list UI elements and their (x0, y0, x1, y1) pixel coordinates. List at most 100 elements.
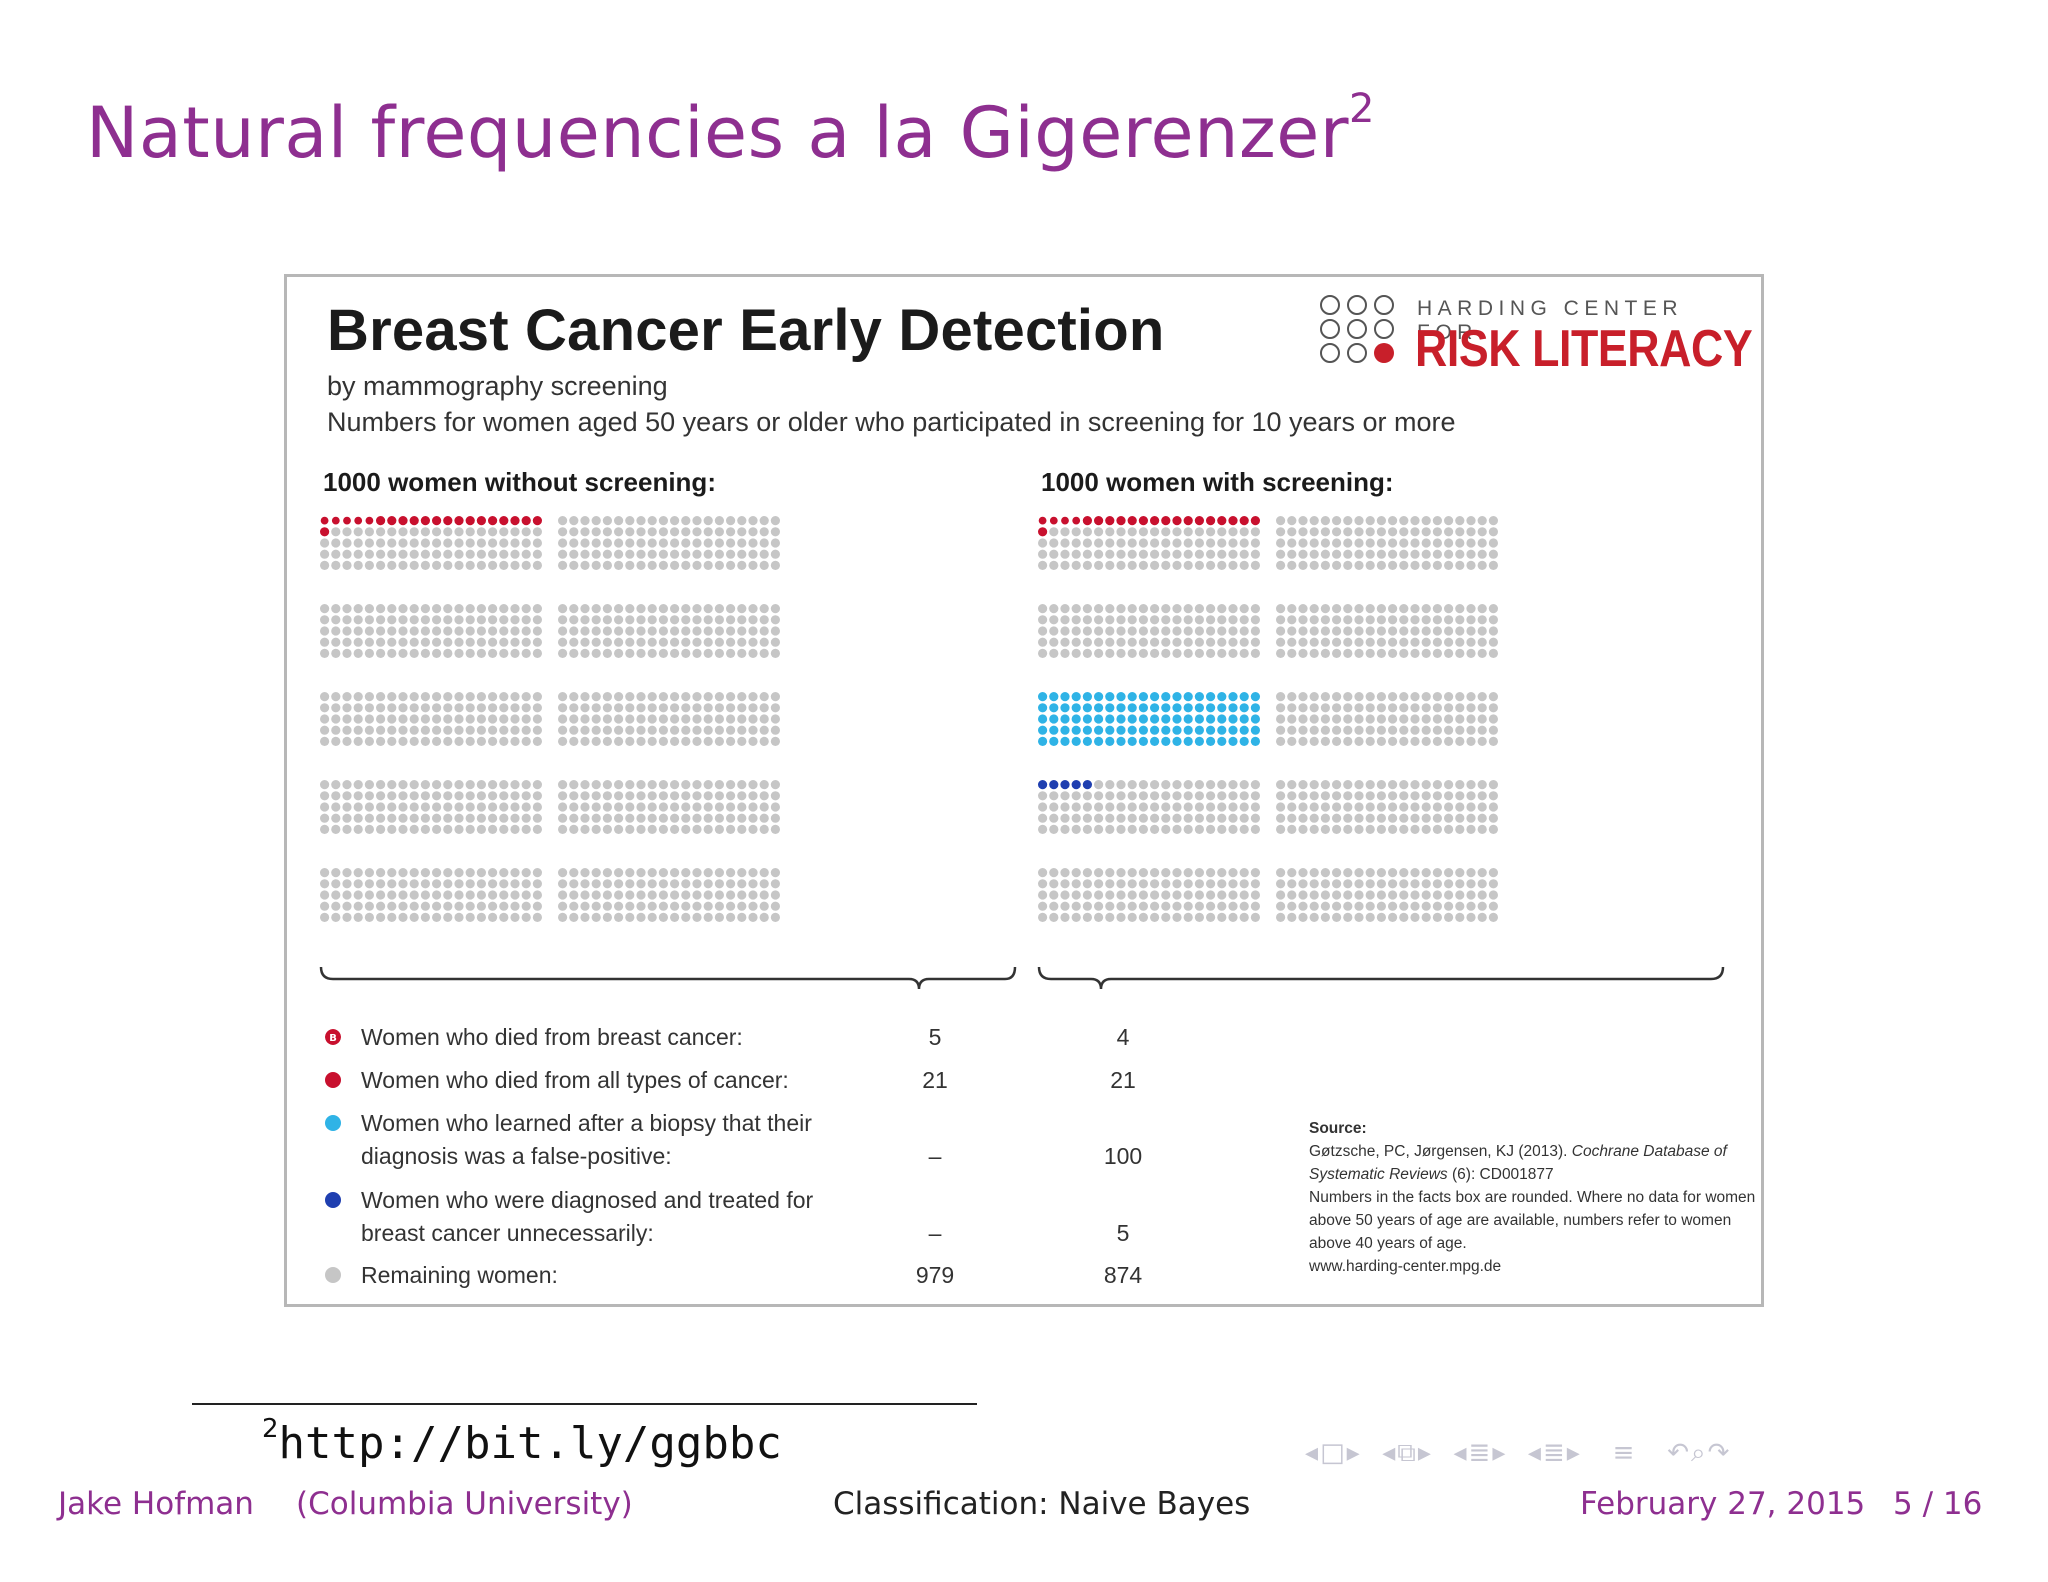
woman-dot-remaining (1432, 648, 1442, 658)
woman-dot-remaining (331, 637, 341, 647)
woman-dot-false-positive (1217, 703, 1227, 713)
woman-dot-cancer-death (476, 516, 486, 526)
woman-dot-remaining (476, 879, 486, 889)
woman-dot-remaining (1127, 538, 1137, 548)
woman-dot-remaining (1388, 736, 1398, 746)
woman-dot-remaining (737, 868, 747, 878)
legend-text: Women who were diagnosed and treated for… (361, 1187, 814, 1246)
woman-dot-remaining (647, 692, 657, 702)
woman-dot-remaining (1071, 527, 1081, 537)
woman-dot-remaining (510, 626, 520, 636)
woman-dot-remaining (714, 780, 724, 790)
brace-without (319, 967, 1017, 990)
woman-dot-false-positive (1060, 725, 1070, 735)
woman-dot-remaining (1206, 802, 1216, 812)
nav-prev-part-icon[interactable]: ◂ (1527, 1438, 1543, 1468)
nav-search-icon[interactable]: ⌕ (1691, 1438, 1708, 1468)
woman-dot-remaining (1466, 780, 1476, 790)
woman-dot-remaining (647, 736, 657, 746)
woman-dot-remaining (476, 527, 486, 537)
woman-dot-remaining (398, 626, 408, 636)
woman-dot-remaining (647, 538, 657, 548)
woman-dot-remaining (759, 549, 769, 559)
woman-dot-remaining (748, 560, 758, 570)
woman-dot-remaining (454, 714, 464, 724)
woman-dot-remaining (681, 791, 691, 801)
woman-dot-remaining (1477, 868, 1487, 878)
woman-dot-remaining (1172, 560, 1182, 570)
woman-dot-remaining (1127, 901, 1137, 911)
woman-dot-remaining (342, 549, 352, 559)
woman-dot-remaining (1183, 824, 1193, 834)
nav-toc-icon[interactable]: ≡ (1612, 1438, 1637, 1468)
woman-dot-remaining (1228, 648, 1238, 658)
woman-dot-remaining (1082, 791, 1092, 801)
woman-dot-cancer-death (499, 516, 509, 526)
woman-dot-remaining (692, 615, 702, 625)
woman-dot-cancer-death (376, 516, 386, 526)
woman-dot-remaining (521, 912, 531, 922)
nav-next-frame-icon[interactable]: ▸ (1346, 1438, 1362, 1468)
woman-dot-remaining (488, 637, 498, 647)
woman-dot-remaining (1217, 791, 1227, 801)
woman-dot-breast-death (1059, 515, 1071, 526)
woman-dot-remaining (759, 824, 769, 834)
woman-dot-remaining (342, 692, 352, 702)
woman-dot-remaining (602, 560, 612, 570)
woman-dot-remaining (737, 714, 747, 724)
source-url[interactable]: www.harding-center.mpg.de (1309, 1258, 1502, 1275)
woman-dot-false-positive (1172, 714, 1182, 724)
nav-next-section-icon[interactable]: ▸ (1492, 1438, 1508, 1468)
nav-frame-icon[interactable]: □ (1320, 1438, 1347, 1468)
woman-dot-remaining (320, 824, 330, 834)
woman-dot-remaining (770, 725, 780, 735)
woman-dot-remaining (1332, 714, 1342, 724)
nav-subsection-icon[interactable]: ⧉ (1397, 1438, 1418, 1468)
woman-dot-remaining (714, 549, 724, 559)
woman-dot-remaining (488, 560, 498, 570)
woman-dot-remaining (1343, 516, 1353, 526)
woman-dot-remaining (454, 813, 464, 823)
nav-next-part-icon[interactable]: ▸ (1566, 1438, 1582, 1468)
woman-dot-remaining (1049, 615, 1059, 625)
woman-dot-remaining (488, 626, 498, 636)
woman-dot-remaining (636, 912, 646, 922)
value-without-overdiagnosis: – (928, 1220, 942, 1246)
woman-dot-remaining (409, 824, 419, 834)
woman-dot-remaining (432, 890, 442, 900)
woman-dot-remaining (759, 714, 769, 724)
woman-dot-remaining (1488, 648, 1498, 658)
nav-prev-subsection-icon[interactable]: ◂ (1382, 1438, 1398, 1468)
nav-prev-frame-icon[interactable]: ◂ (1305, 1438, 1321, 1468)
woman-dot-remaining (636, 527, 646, 537)
woman-dot-remaining (1320, 703, 1330, 713)
woman-dot-remaining (353, 879, 363, 889)
nav-prev-section-icon[interactable]: ◂ (1453, 1438, 1469, 1468)
woman-dot-remaining (558, 879, 568, 889)
woman-dot-remaining (625, 802, 635, 812)
woman-dot-remaining (320, 714, 330, 724)
woman-dot-remaining (1038, 813, 1048, 823)
woman-dot-remaining (1399, 736, 1409, 746)
woman-dot-remaining (420, 901, 430, 911)
woman-dot-remaining (692, 868, 702, 878)
nav-next-subsection-icon[interactable]: ▸ (1417, 1438, 1433, 1468)
woman-dot-remaining (510, 813, 520, 823)
woman-dot-remaining (614, 736, 624, 746)
nav-back-icon[interactable]: ↶ (1667, 1438, 1692, 1468)
nav-part-icon[interactable]: ≣ (1542, 1438, 1567, 1468)
woman-dot-remaining (364, 725, 374, 735)
woman-dot-remaining (1038, 604, 1048, 614)
woman-dot-remaining (1298, 890, 1308, 900)
woman-dot-remaining (714, 802, 724, 812)
nav-forward-icon[interactable]: ↷ (1707, 1438, 1732, 1468)
woman-dot-remaining (1466, 560, 1476, 570)
woman-dot-remaining (658, 648, 668, 658)
woman-dot-remaining (670, 813, 680, 823)
woman-dot-remaining (770, 604, 780, 614)
nav-section-icon[interactable]: ≣ (1468, 1438, 1493, 1468)
woman-dot-remaining (510, 879, 520, 889)
woman-dot-remaining (569, 824, 579, 834)
woman-dot-remaining (614, 538, 624, 548)
footnote-link[interactable]: http://bit.ly/ggbbc (278, 1418, 782, 1469)
